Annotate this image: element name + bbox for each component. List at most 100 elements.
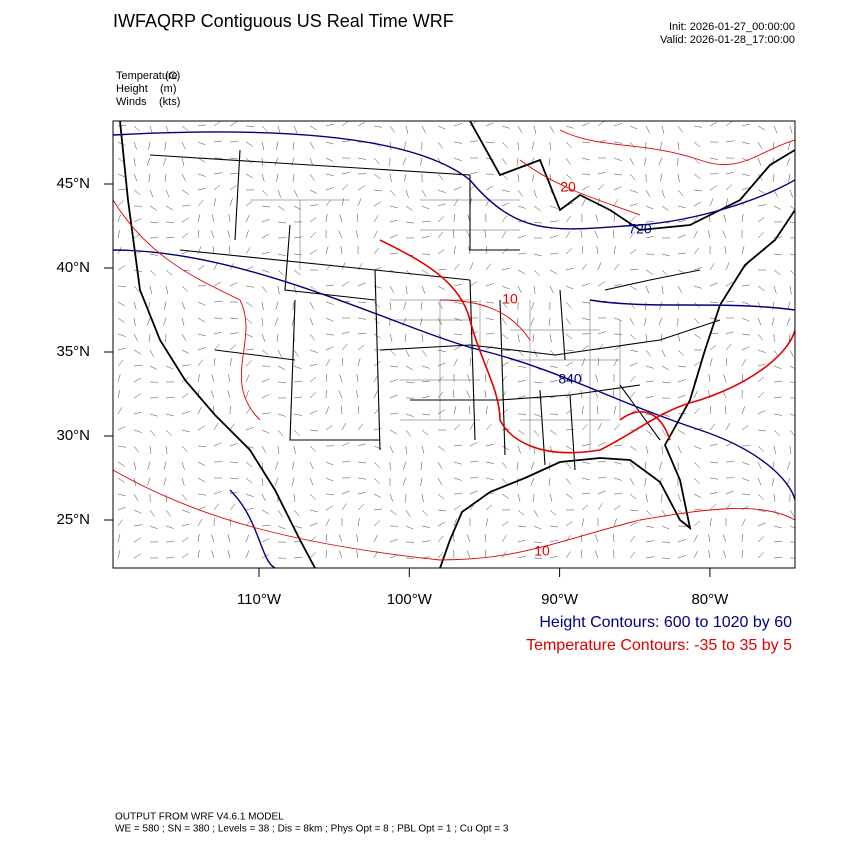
wind-barb: [294, 526, 302, 528]
wind-barb: [772, 478, 774, 486]
wind-barb: [742, 285, 750, 286]
lon-label: 100°W: [387, 591, 433, 608]
wind-barb: [774, 414, 782, 415]
wind-barb: [742, 406, 745, 414]
wind-barb: [710, 462, 718, 463]
lat-label: 25°N: [56, 511, 90, 528]
wind-barb: [326, 174, 334, 176]
wind-barb: [774, 270, 780, 275]
wind-barb: [212, 214, 214, 222]
wind-barb: [502, 362, 509, 366]
wind-barb: [566, 494, 573, 498]
wind-barb: [246, 390, 249, 398]
wind-barb: [787, 462, 790, 470]
wind-barb: [342, 172, 350, 174]
wind-barb: [422, 126, 426, 133]
wind-barb: [326, 374, 327, 382]
wind-barb: [118, 407, 122, 414]
wind-barb: [660, 302, 662, 310]
field-unit: (C): [165, 70, 180, 82]
wind-barb: [118, 334, 126, 337]
wind-barb: [485, 534, 486, 542]
wind-barb: [774, 126, 777, 133]
wind-barb: [486, 123, 493, 126]
wind-barb: [678, 350, 684, 355]
wind-barb: [694, 551, 698, 558]
wind-barb: [582, 493, 590, 494]
wind-barb: [470, 491, 477, 494]
wind-barb: [422, 286, 425, 293]
wind-barb: [550, 221, 558, 222]
wind-barb: [549, 158, 550, 166]
wind-barb: [262, 126, 267, 132]
temperature-contour-label: 10: [534, 543, 550, 559]
wind-barb: [438, 142, 443, 148]
wind-barb: [374, 126, 382, 127]
wind-barb: [598, 121, 604, 126]
wind-barb: [630, 126, 637, 129]
wind-barb: [502, 334, 508, 339]
wind-barb: [582, 284, 590, 286]
wind-barb: [147, 158, 150, 165]
wind-barb: [230, 358, 232, 366]
height-contour: [590, 300, 795, 310]
height-legend: Height Contours: 600 to 1020 by 60: [539, 614, 792, 631]
wind-barb: [358, 318, 366, 319]
wind-barb: [595, 231, 598, 238]
wind-barb: [277, 174, 278, 182]
wind-barb: [566, 350, 574, 351]
wind-barb: [790, 526, 797, 529]
wind-barb: [390, 539, 398, 542]
wind-barb: [470, 358, 471, 366]
wind-barb: [566, 216, 571, 222]
wind-barb: [390, 334, 392, 342]
wind-barb: [211, 391, 214, 398]
wind-barb: [710, 424, 715, 430]
wind-barb: [582, 158, 590, 160]
wind-barb: [134, 462, 136, 470]
wind-barb: [790, 350, 794, 357]
wind-barb: [118, 550, 120, 558]
wind-barb: [198, 462, 205, 466]
wind-barb: [598, 461, 606, 462]
wind-barb: [710, 444, 718, 446]
wind-barb: [787, 158, 790, 165]
wind-barb: [422, 236, 430, 238]
wind-barb: [198, 426, 205, 430]
wind-barb: [342, 358, 343, 366]
county-borders: [250, 200, 620, 450]
init-time: Init: 2026-01-27_00:00:00: [669, 21, 795, 33]
wind-barb: [182, 478, 184, 486]
wind-barb: [118, 374, 120, 382]
wind-barb: [198, 360, 203, 366]
wind-barb: [326, 550, 327, 558]
wind-barb: [278, 430, 283, 436]
wind-barb: [134, 174, 137, 181]
wind-barb: [742, 374, 743, 382]
wind-barb: [723, 551, 726, 558]
wind-barb: [150, 190, 153, 197]
wind-barb: [230, 158, 238, 159]
wind-barb: [182, 553, 188, 558]
wind-barb: [678, 126, 683, 132]
temperature-contour: [560, 130, 795, 165]
wind-barb: [486, 284, 494, 286]
wind-barb: [614, 199, 618, 206]
wind-barb: [726, 121, 732, 126]
wind-barb: [198, 407, 202, 414]
wind-barb: [339, 551, 342, 558]
wind-barb: [596, 214, 598, 222]
wind-barb: [340, 214, 342, 222]
wind-barb: [438, 552, 443, 558]
wind-barb: [134, 525, 142, 526]
temperature-legend: Temperature Contours: -35 to 35 by 5: [526, 637, 792, 654]
wind-barb: [422, 334, 423, 342]
wind-barb: [262, 494, 265, 501]
wind-barb: [581, 534, 582, 542]
wind-barb: [230, 173, 238, 174]
wind-barb: [294, 286, 296, 294]
footer-line: OUTPUT FROM WRF V4.6.1 MODEL: [115, 812, 284, 823]
wind-barb: [502, 286, 509, 289]
wind-barb: [678, 142, 679, 150]
wind-barb: [502, 231, 506, 238]
